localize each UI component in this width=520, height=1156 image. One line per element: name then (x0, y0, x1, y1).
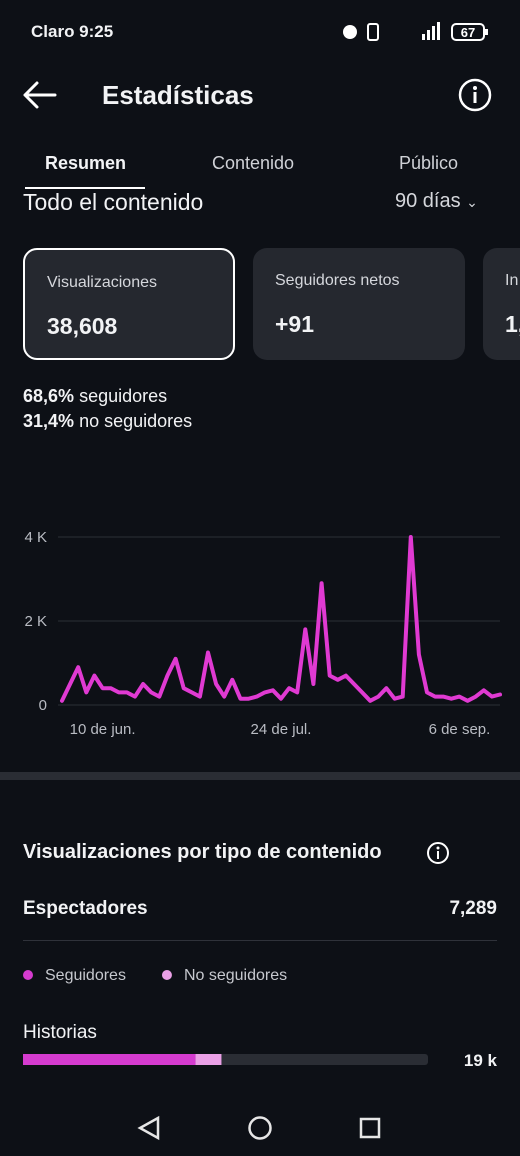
section-title: Visualizaciones por tipo de contenido (23, 841, 382, 863)
row-divider (23, 940, 497, 941)
info-button[interactable] (458, 78, 492, 112)
breakdown-row: 68,6% seguidores (23, 386, 167, 407)
breakdown-row: 31,4% no seguidores (23, 411, 192, 432)
info-icon[interactable] (426, 841, 450, 865)
y-tick-label: 2 K (24, 613, 47, 630)
metric-card[interactable]: Visualizaciones 38,608 (23, 248, 235, 360)
metric-label: Seguidores netos (275, 272, 400, 289)
content-type-bars: Seguidores No seguidores Historias 19 k (23, 967, 498, 1070)
legend-swatch (23, 970, 33, 980)
views-line (60, 535, 502, 703)
page-title: Estadísticas (102, 80, 254, 110)
x-tick-label: 24 de jul. (251, 721, 312, 738)
breakdown-label: seguidores (79, 386, 168, 406)
carrier-time: Claro 9:25 (31, 22, 114, 41)
nav-bar (137, 1115, 381, 1141)
metric-value: 38,608 (47, 313, 118, 339)
status-icons: 67 (343, 22, 488, 41)
views-chart: 0 2 K 4 K 10 de jun. 24 de jul. 6 de sep. (24, 529, 502, 738)
tab[interactable]: Público (399, 153, 459, 173)
period-selector[interactable]: 90 días ⌄ (395, 190, 478, 212)
tab[interactable]: Resumen (45, 153, 127, 173)
metric-label: Visualizaciones (47, 274, 157, 291)
bar-segment (23, 1054, 196, 1065)
metric-label: In (505, 272, 519, 289)
section-title: Todo el contenido (23, 189, 204, 215)
legend-label: Seguidores (45, 967, 126, 984)
x-tick-label: 6 de sep. (429, 721, 491, 738)
y-tick-label: 0 (39, 697, 47, 714)
section-divider (0, 772, 520, 780)
metric-value: 1, (505, 311, 520, 337)
back-button[interactable] (22, 80, 58, 110)
nav-recents[interactable] (359, 1117, 381, 1139)
metric-value: +91 (275, 311, 315, 337)
row-label: Historias (23, 1022, 97, 1043)
nav-home[interactable] (248, 1116, 272, 1140)
viewers-label: Espectadores (23, 898, 148, 919)
legend-label: No seguidores (184, 967, 287, 984)
y-tick-label: 4 K (24, 529, 47, 546)
breakdown-label: no seguidores (79, 411, 193, 431)
period-label: 90 días (395, 190, 461, 212)
x-tick-label: 10 de jun. (70, 721, 136, 738)
viewers-value: 7,289 (449, 898, 497, 919)
battery-level: 67 (461, 25, 475, 40)
metric-card[interactable]: In 1, (483, 248, 520, 360)
legend-swatch (161, 970, 172, 980)
tab[interactable]: Contenido (212, 153, 295, 173)
breakdown-value: 68,6% (23, 386, 75, 406)
metric-card[interactable]: Seguidores netos +91 (253, 248, 465, 360)
tab-indicator (25, 187, 145, 189)
nav-back[interactable] (137, 1115, 160, 1141)
bar-segment (195, 1054, 222, 1065)
breakdown-value: 31,4% (23, 411, 75, 431)
row-total: 19 k (464, 1051, 498, 1070)
